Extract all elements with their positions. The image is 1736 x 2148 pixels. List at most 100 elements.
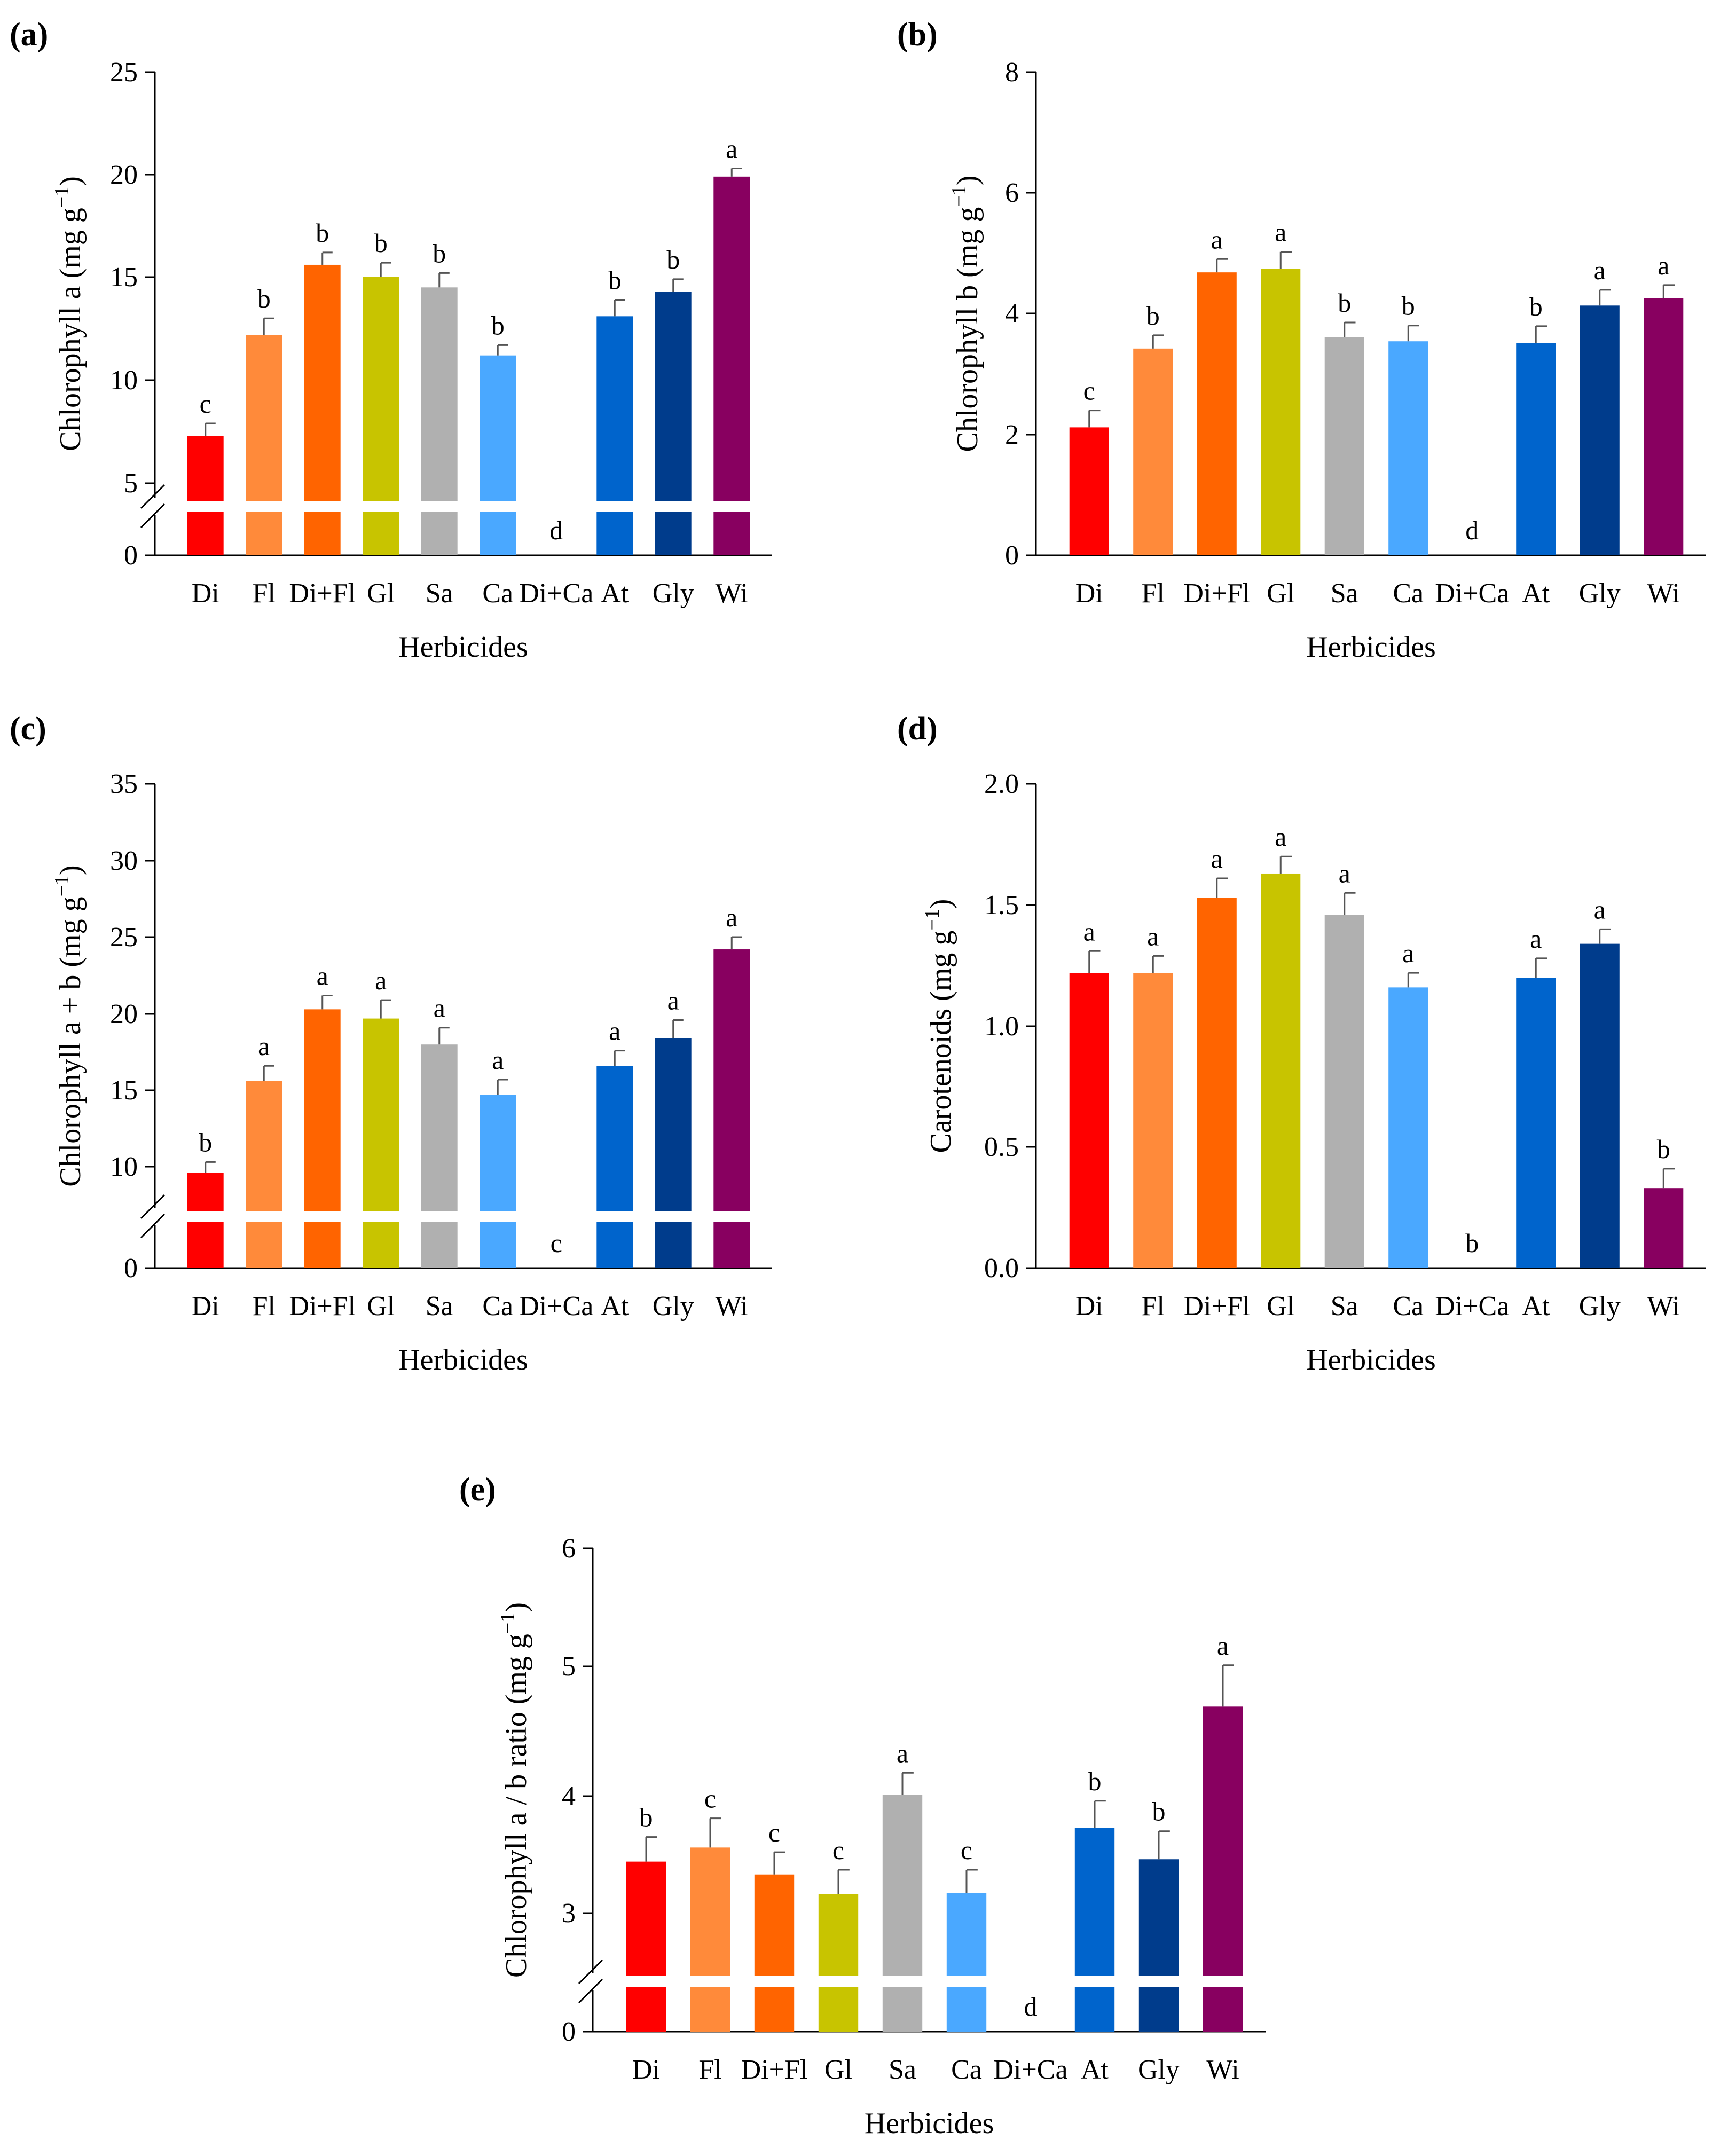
sig-letter-b-4: b	[1338, 288, 1351, 318]
x-tick-label-b-8: Gly	[1579, 578, 1621, 609]
sig-letter-b-2: a	[1211, 224, 1223, 254]
y-tick-label-c-4: 25	[110, 922, 138, 953]
sig-letter-c-7: a	[609, 1016, 620, 1046]
sig-letter-e-3: c	[832, 1835, 844, 1865]
axis-break-band-e	[596, 1976, 1266, 1987]
sig-letter-c-5: a	[492, 1045, 504, 1075]
x-tick-label-c-8: Gly	[653, 1291, 694, 1321]
y-axis-title-end-e: )	[500, 1602, 533, 1612]
x-tick-label-b-5: Ca	[1393, 578, 1424, 609]
y-tick-label-a-2: 10	[110, 365, 138, 396]
y-axis-title-main-c: Chlorophyll a + b (mg g	[54, 896, 87, 1186]
x-tick-label-e-5: Ca	[951, 2055, 982, 2085]
sig-letter-b-5: b	[1402, 291, 1415, 321]
y-tick-label-e-1: 3	[562, 1898, 576, 1929]
x-tick-label-c-5: Ca	[482, 1291, 513, 1321]
x-tick-label-d-0: Di	[1075, 1291, 1103, 1321]
x-tick-label-d-2: Di+Fl	[1183, 1291, 1250, 1321]
y-axis-title-c: Chlorophyll a + b (mg g−1)	[51, 865, 87, 1186]
y-tick-label-e-0: 0	[562, 2017, 576, 2047]
bar-e-1	[690, 1847, 730, 2032]
axis-break-mark-e-2	[578, 1978, 603, 2004]
y-tick-label-d-3: 1.5	[984, 890, 1019, 920]
y-tick-label-b-3: 6	[1005, 178, 1019, 208]
sig-letter-a-4: b	[433, 238, 446, 268]
sig-letter-e-4: a	[897, 1738, 908, 1768]
bar-e-7	[1074, 1828, 1115, 2032]
y-tick-label-d-2: 1.0	[984, 1011, 1019, 1042]
x-tick-label-c-2: Di+Fl	[289, 1291, 356, 1321]
y-tick-label-c-1: 10	[110, 1152, 138, 1182]
y-axis-title-e: Chlorophyll a / b ratio (mg g−1)	[497, 1602, 533, 1978]
y-axis-title-main-d: Carotenoids (mg g	[924, 931, 957, 1153]
sig-letter-d-4: a	[1339, 858, 1350, 888]
sig-letter-c-9: a	[726, 902, 737, 932]
x-tick-label-b-4: Sa	[1331, 578, 1358, 609]
bar-d-8	[1580, 943, 1620, 1268]
sig-letter-e-1: c	[704, 1784, 716, 1814]
sig-letter-b-1: b	[1146, 301, 1160, 331]
x-axis-title-a: Herbicides	[398, 631, 528, 664]
x-tick-label-c-3: Gl	[367, 1291, 395, 1321]
sig-letter-a-0: c	[200, 389, 211, 419]
sig-letter-d-1: a	[1147, 921, 1159, 951]
bar-e-2	[754, 1874, 795, 2032]
axis-break-mark-a-1	[140, 484, 166, 509]
x-tick-label-c-0: Di	[192, 1291, 219, 1321]
y-tick-label-d-1: 0.5	[984, 1132, 1019, 1162]
bar-e-5	[946, 1893, 987, 2032]
sig-letter-a-8: b	[666, 245, 680, 274]
x-tick-label-d-6: Di+Ca	[1435, 1291, 1509, 1321]
axis-break-mark-c-2	[140, 1213, 166, 1239]
x-tick-label-d-4: Sa	[1331, 1291, 1358, 1321]
y-tick-label-c-6: 35	[110, 769, 138, 799]
x-tick-label-a-5: Ca	[482, 578, 513, 609]
x-tick-label-b-1: Fl	[1142, 578, 1165, 609]
axis-break-band-c	[158, 1211, 772, 1222]
y-axis-title-sup-a: −1	[51, 186, 73, 208]
axis-break-mark-a-2	[140, 503, 166, 529]
x-tick-label-c-4: Sa	[426, 1291, 453, 1321]
y-tick-label-d-0: 0.0	[984, 1253, 1019, 1284]
y-tick-label-a-3: 15	[110, 262, 138, 293]
sig-letter-d-2: a	[1211, 844, 1223, 874]
bar-d-0	[1069, 973, 1109, 1268]
sig-letter-a-2: b	[316, 218, 329, 248]
y-tick-label-c-5: 30	[110, 846, 138, 876]
x-tick-label-d-7: At	[1522, 1291, 1550, 1321]
y-tick-label-a-1: 5	[124, 468, 138, 499]
panel-label-a: (a)	[10, 17, 48, 53]
bar-e-8	[1138, 1859, 1179, 2032]
sig-letter-d-0: a	[1083, 916, 1095, 946]
y-axis-title-end-a: )	[54, 176, 87, 186]
panel-label-b: (b)	[897, 17, 938, 53]
sig-letter-d-7: a	[1530, 924, 1542, 954]
x-tick-label-a-9: Wi	[716, 578, 748, 609]
bar-d-1	[1133, 973, 1173, 1268]
x-tick-label-a-0: Di	[192, 578, 219, 609]
axis-break-mark-e-1	[578, 1959, 603, 1985]
sig-letter-c-1: a	[258, 1031, 270, 1061]
sig-letter-a-9: a	[726, 133, 737, 163]
x-tick-label-e-4: Sa	[889, 2055, 916, 2085]
y-tick-label-e-3: 5	[562, 1651, 576, 1682]
bar-b-4	[1324, 337, 1364, 555]
y-tick-label-c-2: 15	[110, 1075, 138, 1106]
y-tick-label-c-0: 0	[124, 1253, 138, 1284]
y-tick-label-a-5: 25	[110, 57, 138, 88]
y-tick-label-d-4: 2.0	[984, 769, 1019, 799]
bar-e-3	[818, 1894, 859, 2032]
bar-c-5	[480, 1095, 516, 1268]
bar-b-5	[1388, 341, 1428, 555]
x-tick-label-a-2: Di+Fl	[289, 578, 356, 609]
y-axis-title-a: Chlorophyll a (mg g−1)	[51, 176, 87, 451]
y-tick-label-e-2: 4	[562, 1781, 576, 1812]
x-axis-title-e: Herbicides	[865, 2107, 994, 2140]
bar-a-8	[655, 292, 692, 555]
x-tick-label-b-3: Gl	[1267, 578, 1294, 609]
sig-letter-e-5: c	[961, 1835, 972, 1865]
bar-a-2	[304, 264, 341, 556]
sig-letter-e-6: d	[1024, 1992, 1038, 2021]
sig-letter-c-2: a	[317, 961, 328, 990]
